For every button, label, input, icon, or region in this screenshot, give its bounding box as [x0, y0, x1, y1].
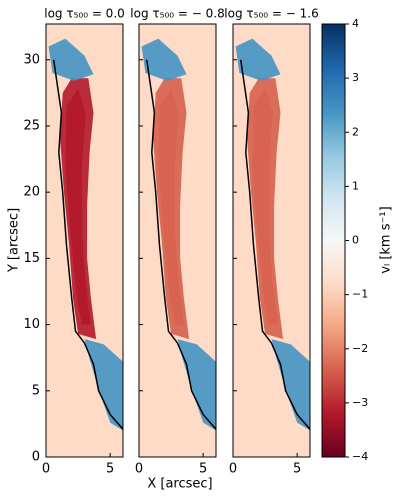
- colorbar-tick-label: 3: [352, 71, 359, 84]
- red-core: [65, 88, 91, 325]
- colorbar-tick-label: 0: [352, 234, 359, 247]
- colorbar-tick-label: 4: [352, 17, 359, 30]
- red-core: [158, 88, 184, 325]
- y-tick-label: 10: [23, 317, 40, 332]
- red-core: [252, 88, 278, 325]
- panel-frame: [138, 23, 217, 458]
- blue-region: [177, 339, 216, 431]
- blue-region: [235, 38, 281, 81]
- panel-title: log τ₅₀₀ = 0.0: [44, 7, 125, 21]
- colorbar: [321, 23, 346, 458]
- colorbar-tick-label: 2: [352, 125, 359, 138]
- heatmap-image: [46, 24, 123, 457]
- heatmap-image: [233, 24, 310, 457]
- blue-region: [141, 38, 187, 81]
- panel-title: log τ₅₀₀ = − 0.8: [130, 7, 224, 21]
- x-tick-label: 0: [229, 462, 237, 477]
- contour: [52, 59, 123, 430]
- colorbar-label: vₗ [km s⁻¹]: [379, 206, 394, 273]
- blue-region: [271, 339, 310, 431]
- colorbar-tick-label: −3: [352, 396, 368, 409]
- x-tick-label: 5: [199, 462, 207, 477]
- panel-title: log τ₅₀₀ = − 1.6: [224, 7, 318, 21]
- contour: [239, 59, 310, 430]
- x-axis-label: X [arcsec]: [147, 477, 212, 492]
- x-tick-label: 0: [42, 462, 50, 477]
- y-tick-label: 30: [23, 52, 40, 67]
- blue-region: [48, 38, 94, 81]
- y-tick-label: 0: [32, 450, 40, 465]
- y-axis-label: Y [arcsec]: [7, 208, 22, 273]
- contour: [145, 59, 216, 430]
- heatmap-image: [139, 24, 216, 457]
- colorbar-tick-label: −4: [352, 450, 368, 463]
- x-tick-label: 5: [106, 462, 114, 477]
- colorbar-tick-label: −2: [352, 342, 368, 355]
- y-tick-label: 25: [23, 118, 40, 133]
- y-tick-label: 20: [23, 185, 40, 200]
- y-tick-label: 5: [32, 383, 40, 398]
- y-tick-label: 15: [23, 251, 40, 266]
- panel-frame: [45, 23, 124, 458]
- colorbar-tick-label: −1: [352, 288, 368, 301]
- panel-frame: [232, 23, 311, 458]
- x-tick-label: 5: [293, 462, 301, 477]
- x-tick-label: 0: [135, 462, 143, 477]
- colorbar-tick-label: 1: [352, 179, 359, 192]
- blue-region: [84, 339, 123, 431]
